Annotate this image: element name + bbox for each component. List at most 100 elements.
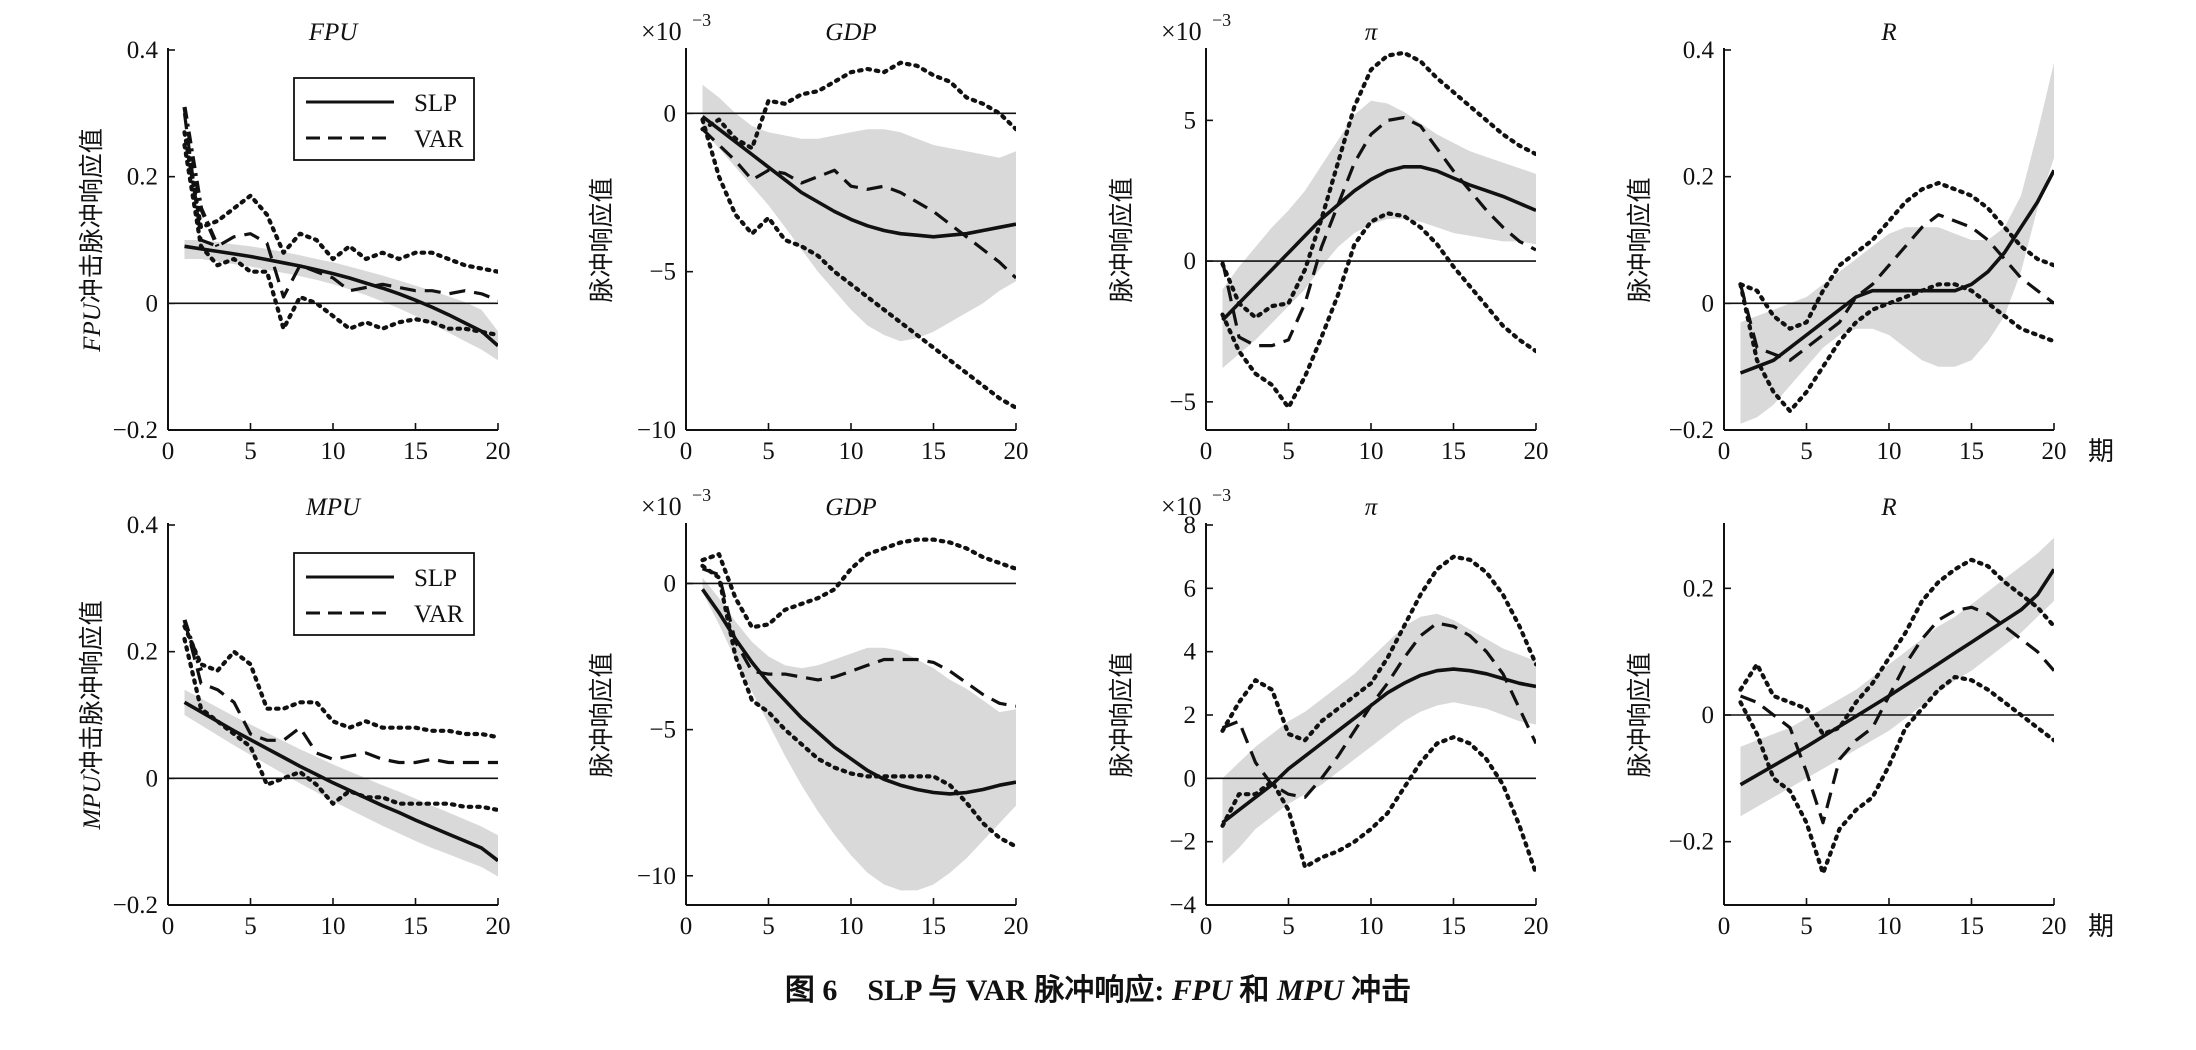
caption-fpu: FPU — [1171, 974, 1232, 1007]
y-tick-label: 0 — [664, 100, 677, 127]
caption-main: SLP 与 VAR 脉冲响应: — [867, 974, 1165, 1007]
x-tick-label: 5 — [244, 438, 257, 465]
chart-panel-2: 0 5 10 15 20 −10 −5 0 GDP ×10 −3 脉冲响应值 — [588, 10, 1029, 465]
x-tick-label: 15 — [1959, 913, 1984, 940]
confidence-band — [702, 84, 1016, 342]
y-axis-label: 脉冲响应值 — [1108, 652, 1136, 777]
dashdot-band-line — [182, 619, 203, 672]
x-tick-label: 10 — [839, 913, 864, 940]
x-tick-label: 5 — [762, 913, 775, 940]
y-tick-label: 6 — [1184, 575, 1197, 602]
dotted-band-line — [1738, 674, 2054, 876]
scale-exponent: −3 — [692, 10, 711, 30]
dotted-band-line — [1738, 557, 2054, 737]
y-axis-label-rest: 冲击脉冲响应值 — [78, 128, 106, 303]
confidence-band — [1222, 100, 1536, 369]
x-tick-label: 5 — [762, 438, 775, 465]
caption-suffix: 冲击 — [1351, 974, 1412, 1007]
y-tick-label: 0 — [664, 570, 677, 597]
x-tick-label: 20 — [486, 913, 511, 940]
dashdot-band-line — [182, 106, 220, 248]
x-tick-label: 5 — [1800, 913, 1813, 940]
chart-title: FPU — [308, 19, 360, 46]
x-tick-label: 0 — [162, 438, 175, 465]
y-tick-label: −5 — [649, 259, 676, 286]
x-tick-label: 0 — [1200, 438, 1213, 465]
chart-title: GDP — [825, 494, 876, 521]
y-axis-label: 脉冲响应值 — [588, 652, 616, 777]
caption-mpu: MPU — [1276, 974, 1344, 1007]
y-tick-label: −10 — [637, 417, 676, 444]
y-tick-label: 0.4 — [127, 512, 159, 539]
y-tick-label: 0.4 — [127, 37, 159, 64]
scale-exponent: −3 — [1212, 10, 1231, 30]
y-tick-label: 0.2 — [127, 164, 158, 191]
y-tick-label: 0.4 — [1683, 37, 1715, 64]
y-tick-label: 8 — [1184, 512, 1197, 539]
y-axis-label: 脉冲响应值 — [588, 177, 616, 302]
y-tick-label: 0.2 — [127, 639, 158, 666]
figure-caption: 图 6 SLP 与 VAR 脉冲响应: FPU 和 MPU 冲击 — [0, 965, 2196, 1009]
dotted-band-line — [182, 130, 498, 274]
scale-label: ×10 — [1161, 492, 1202, 521]
x-tick-label: 0 — [680, 913, 693, 940]
x-tick-label: 20 — [2042, 438, 2067, 465]
y-axis-label: 脉冲响应值 — [1108, 177, 1136, 302]
dotted-band-line — [700, 117, 1016, 410]
scale-label: ×10 — [1161, 17, 1202, 46]
scale-label: ×10 — [641, 492, 682, 521]
y-axis-label: 脉冲响应值 — [1626, 177, 1654, 302]
y-tick-label: 4 — [1184, 639, 1197, 666]
x-tick-label: 20 — [1524, 913, 1549, 940]
dotted-band-line — [700, 563, 1016, 849]
x-tick-label: 0 — [680, 438, 693, 465]
chart-title: R — [1880, 19, 1896, 46]
x-tick-label: 0 — [1200, 913, 1213, 940]
legend-box — [293, 77, 475, 161]
chart-title: GDP — [825, 19, 876, 46]
x-tick-label: 15 — [1441, 438, 1466, 465]
x-tick-label: 15 — [1959, 438, 1984, 465]
var-line — [701, 567, 1016, 708]
y-tick-label: 0 — [146, 765, 159, 792]
y-tick-label: 0.2 — [1683, 164, 1714, 191]
x-tick-label: 10 — [321, 913, 346, 940]
y-tick-label: 5 — [1184, 107, 1197, 134]
chart-title: R — [1880, 494, 1896, 521]
confidence-band — [1222, 613, 1536, 864]
slp-line — [701, 588, 1016, 796]
x-tick-label: 20 — [1004, 913, 1029, 940]
x-tick-label: 15 — [1441, 913, 1466, 940]
y-axis-label-rest: 冲击脉冲响应值 — [78, 600, 106, 775]
dotted-band-line — [1738, 180, 2054, 331]
var-line — [1221, 621, 1536, 799]
confidence-band — [702, 577, 1016, 891]
var-line — [701, 128, 1016, 280]
legend-label-var: VAR — [414, 126, 464, 153]
x-tick-label: 15 — [921, 913, 946, 940]
y-tick-label: −0.2 — [1669, 417, 1714, 444]
var-line — [1738, 213, 2054, 362]
caption-label: 图 6 — [784, 974, 838, 1007]
dotted-band-line — [182, 636, 498, 813]
caption-joiner: 和 — [1239, 974, 1270, 1007]
legend-label-slp: SLP — [414, 90, 457, 117]
x-tick-label: 0 — [162, 913, 175, 940]
scale-exponent: −3 — [1212, 485, 1231, 505]
legend-label-slp: SLP — [414, 565, 457, 592]
x-tick-label: 0 — [1718, 913, 1731, 940]
y-tick-label: 2 — [1184, 702, 1197, 729]
chart-panel-6: 0 5 10 15 20 −10 −5 0 GDP ×10 −3 脉冲响应值 — [588, 485, 1029, 940]
chart-panel-7: 0 5 10 15 20 −4 −2 0 2 4 6 8 π ×10 −3 脉冲响应值 — [1108, 485, 1549, 940]
y-tick-label: −10 — [637, 863, 676, 890]
y-tick-label: −0.2 — [113, 417, 158, 444]
x-tick-label: 10 — [1877, 438, 1902, 465]
y-axis-label-italic: MPU — [79, 773, 106, 830]
x-tick-label: 20 — [486, 438, 511, 465]
